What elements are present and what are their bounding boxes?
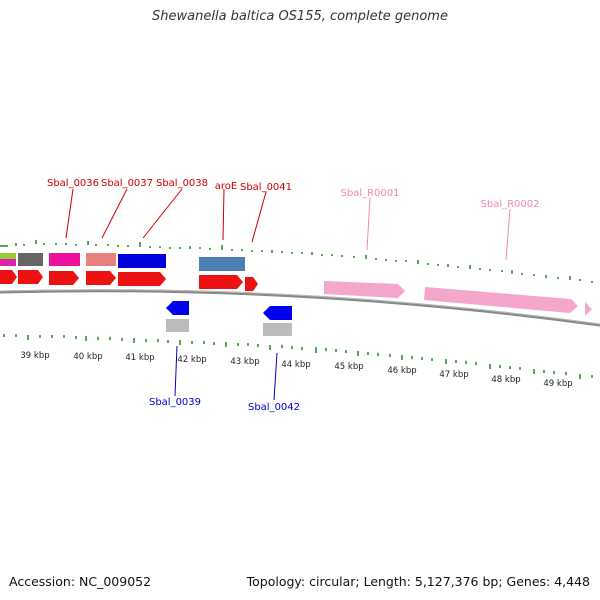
category-block-blue	[118, 254, 166, 268]
map-title: Shewanella baltica OS155, complete genom…	[152, 9, 448, 24]
reverse-genes	[166, 301, 292, 336]
gene-label: Sbal_R0002	[481, 199, 540, 210]
genome-summary-text: Topology: circular; Length: 5,127,376 bp…	[246, 574, 590, 589]
gene-category-blocks	[0, 253, 245, 271]
gene-arrow-fwd	[245, 277, 258, 291]
gene-label: Sbal_0039	[149, 397, 201, 408]
gene-label: Sbal_0041	[240, 182, 292, 193]
category-block-green	[0, 253, 16, 259]
gene-arrow-fwd	[18, 270, 43, 284]
gene-arrow-fwd	[118, 272, 166, 286]
scale-tick-label: 46 kbp	[387, 366, 416, 376]
scale-tick-label: 49 kbp	[543, 379, 572, 389]
forward-genes	[0, 270, 258, 291]
gene-label: Sbal_0037	[101, 178, 153, 189]
rrna-arrow	[324, 281, 405, 298]
gene-label: Sbal_R0001	[341, 188, 400, 199]
gene-arrow-fwd	[86, 271, 116, 285]
rrna-genes	[324, 281, 592, 316]
gene-label: Sbal_0042	[248, 402, 300, 413]
category-block-magenta	[49, 253, 80, 266]
scale-tick-label: 41 kbp	[125, 353, 154, 363]
category-block-magenta-left	[0, 259, 16, 266]
scale-tick-label: 43 kbp	[230, 357, 259, 367]
gene-arrow-fwd	[199, 275, 243, 289]
rrna-arrow	[424, 287, 578, 313]
gene-label: Sbal_0038	[156, 178, 208, 189]
lower-tick-track	[3, 334, 593, 379]
leader-lines	[65, 188, 511, 401]
scale-labels: 39 kbp 40 kbp 41 kbp 42 kbp 43 kbp 44 kbp 45 k…	[20, 351, 572, 389]
gene-arrow-rev	[166, 301, 189, 315]
scale-tick-label: 47 kbp	[439, 370, 468, 380]
scale-tick-label: 45 kbp	[334, 362, 363, 372]
upper-tick-track	[0, 240, 593, 283]
category-block-lightgray	[166, 319, 189, 332]
genome-backbone-highlight	[0, 289, 600, 325]
gene-label: Sbal_0036	[47, 178, 99, 189]
gene-arrow-rev	[263, 306, 292, 320]
category-block-salmon	[86, 253, 116, 266]
rrna-arrow	[585, 302, 592, 316]
category-block-steelblue	[199, 257, 245, 271]
scale-tick-label: 48 kbp	[491, 375, 520, 385]
gene-labels: Sbal_0036 Sbal_0037 Sbal_0038 aroE Sbal_0041…	[47, 178, 540, 413]
scale-tick-label: 44 kbp	[281, 360, 310, 370]
scale-tick-label: 39 kbp	[20, 351, 49, 361]
accession-text: Accession: NC_009052	[9, 574, 152, 589]
category-block-gray	[18, 253, 43, 266]
scale-tick-label: 40 kbp	[73, 352, 102, 362]
genome-backbone	[0, 289, 600, 327]
gene-arrow-fwd	[0, 270, 17, 284]
category-block-lightgray	[263, 323, 292, 336]
gene-arrow-fwd	[49, 271, 79, 285]
gene-label: aroE	[215, 181, 237, 192]
scale-tick-label: 42 kbp	[177, 355, 206, 365]
